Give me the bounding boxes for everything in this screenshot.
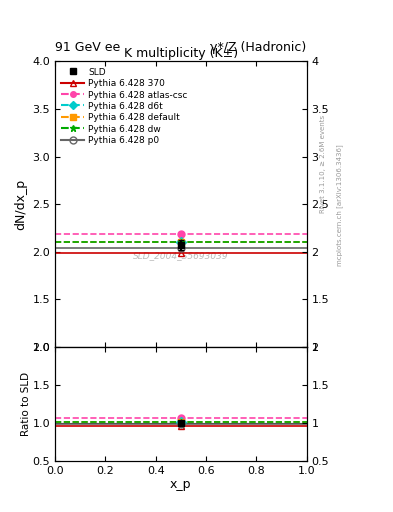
Y-axis label: dN/dx_p: dN/dx_p	[14, 179, 27, 229]
Text: γ*/Z (Hadronic): γ*/Z (Hadronic)	[210, 41, 307, 54]
Text: 91 GeV ee: 91 GeV ee	[55, 41, 120, 54]
Title: K multiplicity (K±): K multiplicity (K±)	[124, 47, 238, 60]
X-axis label: x_p: x_p	[170, 478, 191, 492]
Text: SLD_2004_S5693039: SLD_2004_S5693039	[133, 251, 229, 260]
Text: mcplots.cern.ch [arXiv:1306.3436]: mcplots.cern.ch [arXiv:1306.3436]	[336, 144, 343, 266]
Text: Rivet 3.1.10, ≥ 2.6M events: Rivet 3.1.10, ≥ 2.6M events	[320, 115, 326, 213]
Y-axis label: Ratio to SLD: Ratio to SLD	[21, 372, 31, 436]
Legend: SLD, Pythia 6.428 370, Pythia 6.428 atlas-csc, Pythia 6.428 d6t, Pythia 6.428 de: SLD, Pythia 6.428 370, Pythia 6.428 atla…	[59, 66, 189, 147]
